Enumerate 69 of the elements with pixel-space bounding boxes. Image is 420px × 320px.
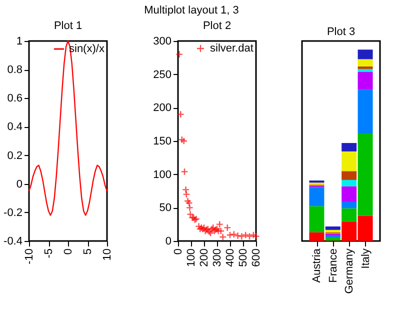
point (252, 232, 260, 240)
x-tick-label: 600 (250, 248, 262, 267)
point (242, 231, 250, 239)
point (250, 231, 258, 239)
point (176, 50, 184, 58)
bar (309, 187, 324, 206)
line-series (28, 40, 108, 216)
x-tick-label: 300 (212, 248, 224, 267)
point (216, 220, 224, 228)
y-tick-label: -0.2 (4, 206, 22, 219)
bar (325, 238, 340, 241)
y-tick-label: 150 (153, 136, 172, 148)
point (234, 232, 242, 240)
point (178, 136, 186, 144)
x-tick-label: 10 (102, 248, 114, 261)
point (238, 232, 246, 240)
y-tick-label: 0 (16, 178, 22, 190)
bar (342, 151, 357, 172)
x-tick-label: 500 (238, 248, 250, 267)
x-tick-label: 5 (82, 248, 94, 255)
point (224, 224, 232, 232)
bar (309, 206, 324, 232)
bar (358, 59, 373, 66)
bar (325, 226, 340, 230)
bar (342, 143, 357, 152)
x-tick-label: Germany (344, 248, 356, 294)
point (176, 110, 184, 118)
x-tick-label: Italy (360, 248, 372, 269)
bar (342, 180, 357, 186)
y-tick-label: 50 (159, 202, 172, 214)
point (226, 231, 234, 239)
text: Multiplot layout 1, 3 (144, 4, 239, 16)
bar (342, 171, 357, 180)
y-tick-label: 0.4 (7, 121, 22, 134)
y-tick-label: 250 (153, 68, 172, 81)
chart-title: Plot 2 (202, 20, 232, 32)
y-tick-label: 300 (153, 36, 172, 48)
y-tick-label: 0.2 (7, 150, 22, 162)
y-tick-label: 200 (153, 102, 172, 114)
bar (342, 186, 357, 202)
point (230, 230, 238, 238)
x-tick-label: -5 (43, 248, 55, 258)
y-tick-label: 1 (16, 36, 22, 48)
x-tick-label: 0 (172, 248, 184, 255)
y-tick-label: -0.4 (4, 236, 22, 248)
x-tick-label: Austria (311, 248, 324, 283)
y-tick-label: 100 (153, 168, 172, 181)
bar (358, 66, 373, 69)
x-tick-label: -10 (24, 248, 36, 264)
point (180, 168, 188, 176)
bar (342, 202, 357, 208)
x-tick-label: France (327, 248, 340, 283)
legend-label: silver.dat (210, 42, 254, 54)
point (246, 232, 254, 240)
bar (358, 72, 373, 90)
bar (358, 50, 373, 60)
x-tick-label: 400 (224, 248, 236, 267)
bar (358, 68, 373, 72)
x-tick-label: 200 (198, 248, 210, 267)
bar (325, 230, 340, 232)
y-tick-label: 0.8 (7, 64, 22, 76)
y-tick-label: 0.6 (7, 92, 22, 105)
point (180, 137, 188, 145)
x-tick-label: 100 (186, 248, 198, 267)
y-tick-label: 0 (165, 236, 172, 248)
x-tick-label: 0 (62, 248, 74, 255)
chart-title: Plot 1 (54, 20, 82, 32)
bar (358, 90, 373, 134)
chart-title: Plot 3 (326, 26, 356, 38)
